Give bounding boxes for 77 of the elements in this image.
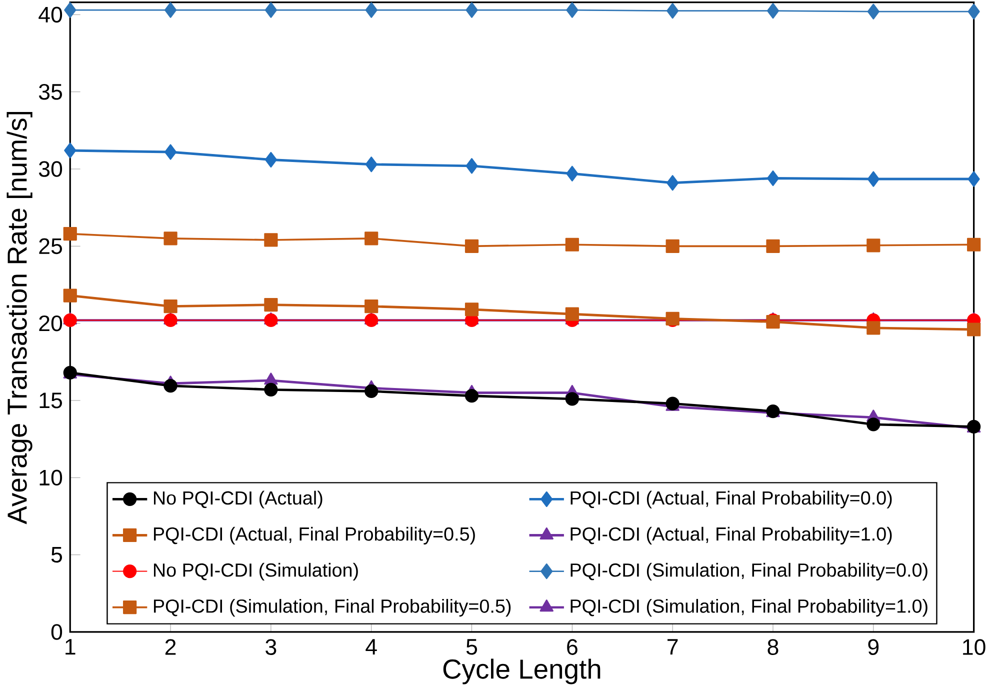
legend-label: PQI-CDI (Actual, Final Probability=0.0) bbox=[570, 490, 892, 508]
legend-label: PQI-CDI (Actual, Final Probability=0.5) bbox=[154, 526, 475, 544]
point bbox=[464, 239, 479, 253]
point bbox=[968, 171, 980, 187]
point bbox=[164, 313, 178, 328]
point bbox=[867, 4, 880, 20]
point bbox=[63, 288, 77, 302]
point bbox=[866, 418, 880, 432]
point bbox=[866, 321, 880, 335]
point bbox=[566, 166, 578, 182]
x-axis-title: Cycle Length bbox=[443, 658, 600, 684]
x-tick-label: 4 bbox=[366, 639, 377, 655]
x-tick-label: 2 bbox=[165, 639, 176, 655]
point bbox=[264, 382, 278, 396]
point bbox=[264, 298, 278, 312]
point bbox=[264, 152, 277, 168]
y-tick-label: 30 bbox=[38, 161, 62, 177]
point bbox=[164, 2, 177, 18]
point bbox=[666, 3, 679, 19]
point bbox=[264, 2, 277, 18]
point bbox=[967, 238, 981, 252]
point bbox=[666, 239, 680, 253]
x-tick-label: 5 bbox=[466, 639, 478, 655]
x-tick-label: 10 bbox=[963, 639, 986, 655]
y-tick-label: 5 bbox=[51, 547, 62, 563]
point bbox=[64, 2, 76, 18]
point bbox=[164, 300, 178, 314]
legend-label: PQI-CDI (Simulation, Final Probability=0.0) bbox=[570, 562, 928, 581]
point bbox=[64, 142, 76, 158]
x-tick-label: 8 bbox=[768, 639, 778, 655]
point bbox=[867, 171, 880, 187]
point bbox=[365, 156, 378, 172]
point bbox=[164, 144, 177, 160]
point bbox=[364, 300, 378, 314]
legend-label: No PQI-CDI (Simulation) bbox=[154, 562, 358, 581]
y-tick-label: 10 bbox=[40, 470, 62, 486]
legend-label: PQI-CDI (Simulation, Final Probability=1.0) bbox=[570, 598, 928, 617]
y-tick-label: 15 bbox=[40, 392, 62, 408]
point bbox=[63, 227, 77, 241]
point bbox=[365, 2, 378, 18]
x-tick-label: 3 bbox=[266, 639, 276, 655]
point bbox=[364, 384, 378, 398]
point bbox=[565, 392, 579, 406]
point bbox=[364, 232, 378, 246]
y-tick-label: 35 bbox=[38, 84, 62, 100]
point bbox=[866, 238, 880, 252]
point bbox=[464, 389, 479, 403]
point bbox=[63, 313, 77, 328]
point bbox=[766, 239, 780, 253]
point bbox=[566, 2, 578, 18]
x-tick-label: 7 bbox=[668, 639, 678, 655]
legend-label: PQI-CDI (Actual, Final Probability=1.0) bbox=[570, 526, 892, 544]
point bbox=[565, 238, 579, 252]
y-tick-label: 20 bbox=[39, 315, 62, 332]
y-tick-label: 0 bbox=[51, 624, 62, 640]
point bbox=[264, 313, 278, 328]
x-tick-label: 9 bbox=[868, 639, 879, 655]
point bbox=[968, 4, 980, 20]
y-axis-title: Average Transaction Rate [num/s] bbox=[6, 112, 32, 524]
point bbox=[464, 302, 479, 316]
point bbox=[766, 3, 780, 19]
point bbox=[164, 379, 178, 393]
point bbox=[364, 313, 378, 328]
point bbox=[565, 307, 579, 321]
y-tick-label: 40 bbox=[38, 6, 62, 23]
point bbox=[766, 170, 780, 186]
legend-label: PQI-CDI (Simulation, Final Probability=0.5) bbox=[154, 598, 511, 617]
point bbox=[264, 233, 278, 247]
y-tick-label: 25 bbox=[39, 238, 62, 254]
x-tick-label: 6 bbox=[567, 639, 578, 655]
point bbox=[466, 158, 478, 174]
legend-label: No PQI-CDI (Actual) bbox=[154, 490, 322, 508]
x-tick-label: 1 bbox=[66, 639, 76, 655]
point bbox=[164, 232, 178, 246]
point bbox=[466, 2, 478, 18]
point bbox=[666, 175, 679, 191]
point bbox=[967, 322, 981, 336]
